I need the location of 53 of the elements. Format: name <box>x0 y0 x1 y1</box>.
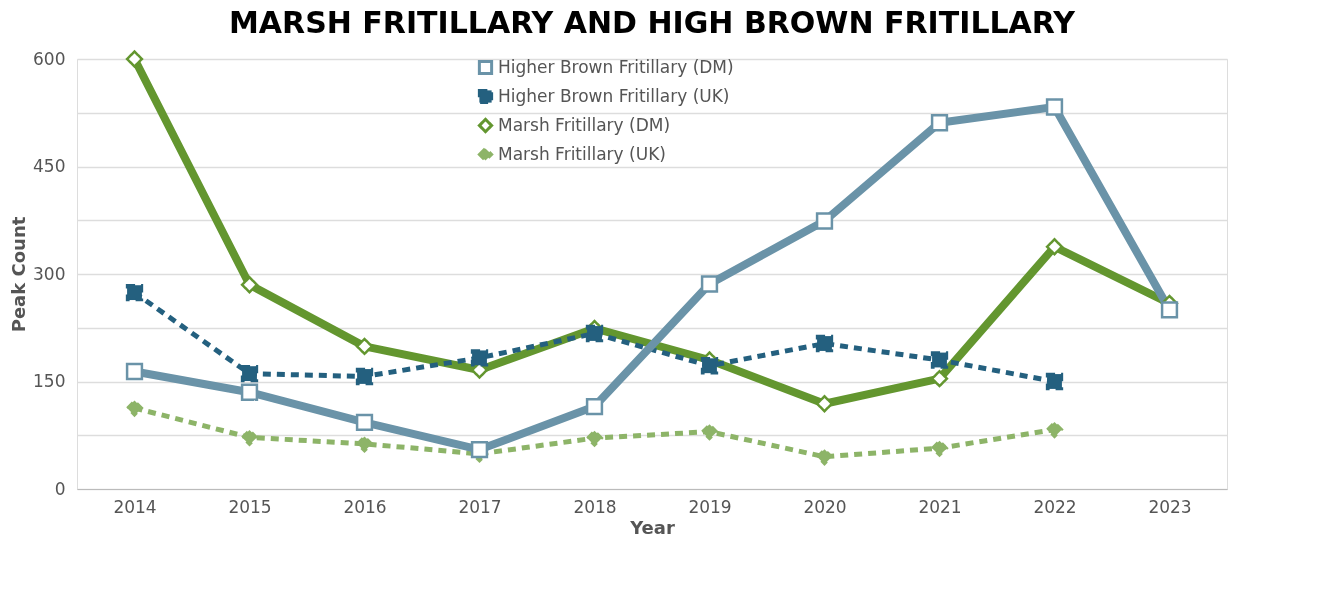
y-tick-label: 0 <box>54 478 66 499</box>
point <box>930 369 949 388</box>
x-tick-label: 2015 <box>228 496 272 517</box>
point <box>470 440 489 459</box>
legend-label: Higher Brown Fritillary (DM) <box>498 56 734 77</box>
point <box>1160 301 1179 319</box>
y-axis-title: Peak Count <box>8 216 30 333</box>
x-tick-label: 2014 <box>113 496 157 517</box>
point <box>355 337 374 356</box>
point <box>815 334 834 353</box>
point <box>1045 98 1064 116</box>
point <box>585 429 604 447</box>
x-tick-label: 2023 <box>1148 496 1192 517</box>
x-tick-label: 2021 <box>918 496 962 517</box>
point <box>1045 372 1064 391</box>
x-tick-label: 2022 <box>1033 496 1077 517</box>
point <box>240 383 259 401</box>
point <box>700 423 719 441</box>
point <box>815 212 834 230</box>
point <box>125 399 144 417</box>
point <box>125 362 144 381</box>
x-tick-label: 2016 <box>343 496 387 517</box>
point <box>125 283 144 302</box>
point <box>125 50 144 68</box>
x-tick-label: 2017 <box>458 496 502 517</box>
point <box>700 357 719 375</box>
y-tick-label: 300 <box>33 263 66 284</box>
y-tick-label: 450 <box>33 156 66 176</box>
chart-title: MARSH FRITILLARY AND HIGH BROWN FRITILLARY <box>228 4 1077 40</box>
x-tick-label: 2020 <box>803 496 847 517</box>
point <box>930 351 949 369</box>
point <box>930 439 949 457</box>
legend-label: Higher Brown Fritillary (UK) <box>498 85 730 106</box>
legend-label: Marsh Fritillary (DM) <box>498 114 671 135</box>
point <box>930 114 949 132</box>
point <box>355 367 374 386</box>
point <box>585 397 604 416</box>
legend-label: Marsh Fritillary (UK) <box>498 143 666 164</box>
x-tick-label: 2019 <box>688 496 732 517</box>
y-tick-label: 600 <box>33 48 66 69</box>
point <box>1045 420 1064 439</box>
point <box>240 276 259 294</box>
x-tick-label: 2018 <box>573 496 617 517</box>
x-axis-title: Year <box>629 516 675 538</box>
y-tick-label: 150 <box>33 371 66 391</box>
point <box>1045 238 1064 256</box>
point <box>815 395 834 413</box>
point <box>700 275 719 293</box>
point <box>240 428 259 447</box>
point <box>355 413 374 432</box>
point <box>585 324 604 343</box>
point <box>470 349 489 367</box>
point <box>240 364 259 383</box>
